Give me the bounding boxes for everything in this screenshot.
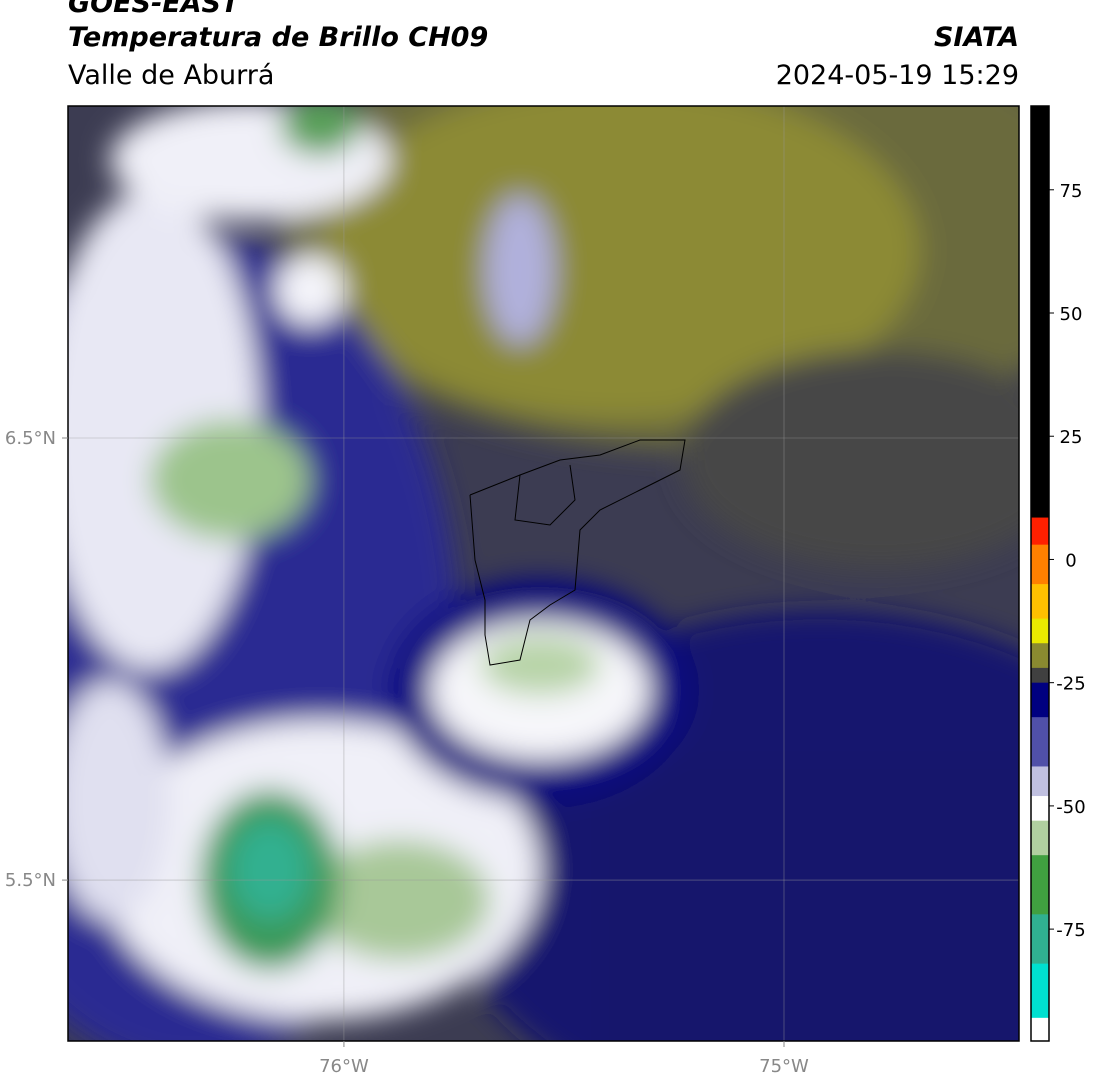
- y-tick-label: 6.5°N: [5, 428, 56, 449]
- colorbar-segment: [1031, 717, 1049, 767]
- colorbar-segment: [1031, 584, 1049, 620]
- colorbar-label: -75: [1056, 920, 1085, 941]
- colorbar-segment: [1031, 796, 1049, 822]
- colorbar-segment: [1031, 106, 1049, 519]
- subtitle: Temperatura de Brillo CH09: [68, 22, 488, 53]
- colorbar-segment: [1031, 544, 1049, 585]
- title: GOES-EAST: [68, 0, 242, 19]
- colorbar-segment: [1031, 963, 1049, 1019]
- colorbar-segment: [1031, 643, 1049, 669]
- colorbar-label: 25: [1060, 427, 1083, 448]
- colorbar-segment: [1031, 667, 1049, 684]
- datetime: 2024-05-19 15:29: [776, 60, 1019, 91]
- colorbar-segment: [1031, 682, 1049, 718]
- colorbar-label: 75: [1060, 181, 1083, 202]
- map-frame: [67, 105, 1020, 1042]
- source: SIATA: [934, 22, 1019, 53]
- y-tick-label: 5.5°N: [5, 870, 56, 891]
- colorbar-label: 0: [1065, 550, 1076, 571]
- colorbar-label: 50: [1060, 304, 1083, 325]
- colorbar-segment: [1031, 855, 1049, 915]
- region: Valle de Aburrá: [68, 60, 274, 91]
- colorbar-label: -25: [1056, 674, 1085, 695]
- colorbar-segment: [1031, 517, 1049, 546]
- colorbar-segment: [1031, 618, 1049, 644]
- x-tick-label: 76°W: [319, 1056, 369, 1077]
- imagery: [68, 106, 1019, 1041]
- colorbar-segment: [1031, 1017, 1049, 1042]
- colorbar-label: -50: [1056, 797, 1085, 818]
- colorbar-segment: [1031, 766, 1049, 797]
- x-tick-label: 75°W: [759, 1056, 809, 1077]
- colorbar-segment: [1031, 914, 1049, 965]
- colorbar-frame: [1030, 105, 1050, 1042]
- colorbar-segment: [1031, 820, 1049, 856]
